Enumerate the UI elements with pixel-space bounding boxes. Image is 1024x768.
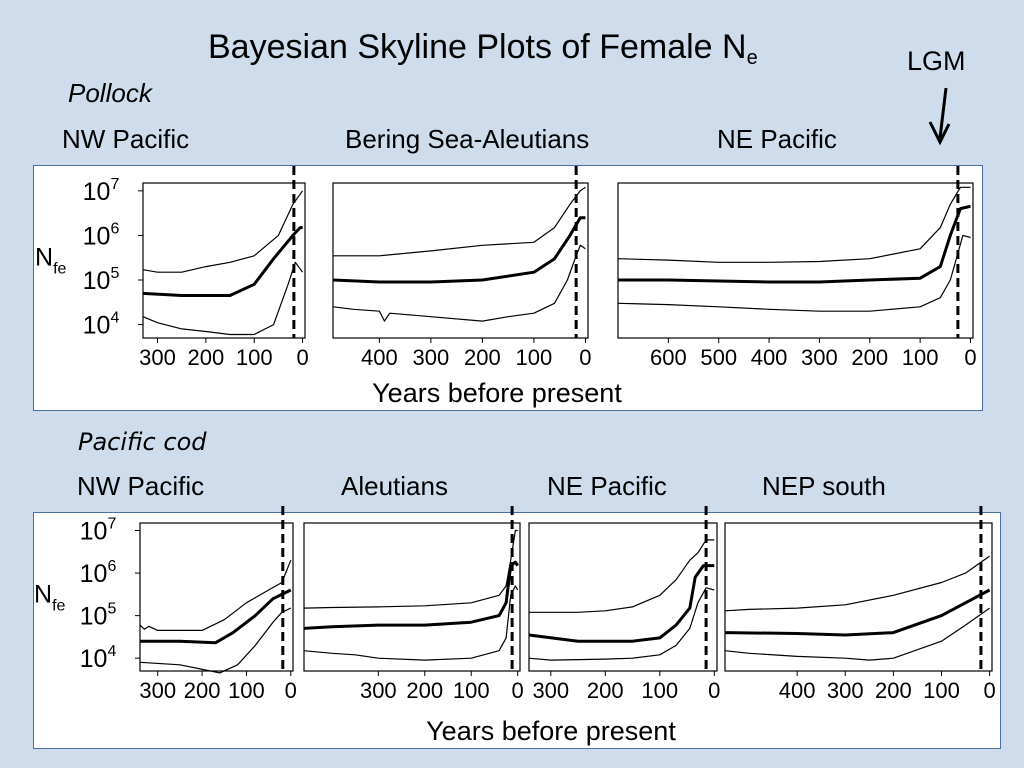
x-tick-label: 400 — [779, 678, 816, 703]
chart-panel: 300 200 100 0 — [139, 506, 297, 703]
plot-frame — [724, 522, 993, 672]
y-axis-label: Nfe — [35, 244, 67, 278]
x-axis-label: Years before present — [372, 378, 622, 408]
x-tick-label: 300 — [413, 345, 450, 370]
page-title: Bayesian Skyline Plots of Female Ne — [208, 28, 758, 70]
chart-panel: 400 300 200 100 0 — [332, 166, 592, 370]
region-title: Bering Sea-Aleutians — [345, 124, 590, 154]
x-tick-label: 300 — [139, 678, 176, 703]
x-tick-label: 300 — [139, 345, 176, 370]
x-tick-label: 300 — [532, 678, 569, 703]
median-line — [528, 564, 715, 643]
region-title: Aleutians — [341, 471, 448, 501]
upper-hpd-line — [529, 539, 715, 613]
region-title: NE Pacific — [717, 124, 837, 154]
x-tick-label: 400 — [751, 345, 788, 370]
y-tick-label: 106 — [80, 558, 117, 588]
x-tick-label: 100 — [236, 345, 273, 370]
region-title: NEP south — [762, 471, 886, 501]
chart-panel: 600 500 400 300 200 100 0 — [617, 166, 977, 370]
lower-hpd-line — [724, 607, 990, 661]
x-tick-label: 0 — [964, 345, 976, 370]
x-tick-label: 0 — [579, 345, 591, 370]
median-line — [303, 560, 519, 630]
x-tick-label: 300 — [827, 678, 864, 703]
x-tick-label: 100 — [516, 345, 553, 370]
lower-hpd-line — [617, 234, 971, 312]
x-tick-label: 0 — [983, 678, 995, 703]
median-line — [140, 588, 292, 645]
plot-frame — [303, 522, 521, 672]
x-tick-label: 100 — [228, 678, 265, 703]
plot-frame — [139, 522, 294, 672]
chart-panel: 300 200 100 0 — [139, 166, 309, 370]
y-tick-label: 105 — [83, 265, 120, 295]
x-tick-label: 200 — [587, 678, 624, 703]
x-tick-label: 200 — [406, 678, 443, 703]
x-tick-label: 100 — [902, 345, 939, 370]
median-line — [618, 204, 971, 284]
lower-hpd-line — [139, 607, 292, 674]
lgm-label: LGM — [907, 46, 966, 76]
chart-panel: 300 200 100 0 — [303, 506, 524, 703]
chart-panel: 400 300 200 100 0 — [724, 506, 996, 703]
upper-hpd-line — [617, 186, 971, 263]
group-label-cod: Pacific cod — [78, 428, 207, 456]
x-tick-label: 200 — [851, 345, 888, 370]
x-tick-label: 200 — [188, 345, 225, 370]
upper-hpd-line — [333, 186, 586, 257]
plot-frame — [332, 182, 589, 339]
title-subscript: e — [746, 47, 758, 69]
x-tick-label: 600 — [650, 345, 687, 370]
y-tick-label: 104 — [83, 310, 120, 340]
x-tick-label: 0 — [296, 345, 308, 370]
x-tick-label: 0 — [512, 678, 524, 703]
upper-hpd-line — [303, 529, 518, 609]
y-tick-label: 105 — [80, 601, 117, 631]
x-tick-label: 300 — [801, 345, 838, 370]
lower-hpd-line — [303, 585, 519, 661]
median-line — [724, 588, 991, 637]
region-title: NW Pacific — [77, 471, 205, 501]
x-tick-label: 0 — [285, 678, 297, 703]
pollock-panel — [33, 165, 983, 411]
x-axis-label: Years before present — [426, 716, 676, 746]
plot-frame — [528, 522, 718, 672]
x-tick-label: 100 — [923, 678, 960, 703]
y-tick-label: 107 — [80, 515, 117, 545]
region-title: NW Pacific — [62, 124, 190, 154]
plot-frame — [142, 182, 306, 339]
group-label-pollock: Pollock — [68, 78, 152, 108]
chart-panel: 300 200 100 0 — [528, 506, 720, 703]
x-tick-label: 200 — [184, 678, 221, 703]
upper-hpd-line — [139, 559, 292, 631]
lower-hpd-line — [528, 587, 715, 661]
upper-hpd-line — [142, 190, 304, 273]
lower-hpd-line — [142, 261, 304, 336]
x-tick-label: 100 — [641, 678, 678, 703]
upper-hpd-line — [724, 555, 990, 612]
x-tick-label: 200 — [875, 678, 912, 703]
median-line — [142, 226, 303, 297]
x-tick-label: 400 — [361, 345, 398, 370]
y-tick-label: 104 — [80, 643, 117, 673]
x-tick-label: 500 — [700, 345, 737, 370]
x-tick-label: 200 — [464, 345, 501, 370]
x-tick-label: 0 — [708, 678, 720, 703]
y-tick-label: 107 — [83, 176, 120, 206]
y-tick-label: 106 — [83, 220, 120, 250]
title-text: Bayesian Skyline Plots of Female N — [208, 28, 747, 66]
x-tick-label: 100 — [453, 678, 490, 703]
region-title: NE Pacific — [547, 471, 667, 501]
plot-frame — [617, 182, 974, 339]
y-axis-label: Nfe — [34, 580, 66, 614]
lower-hpd-line — [332, 244, 586, 322]
x-tick-label: 300 — [360, 678, 397, 703]
median-line — [332, 216, 586, 284]
